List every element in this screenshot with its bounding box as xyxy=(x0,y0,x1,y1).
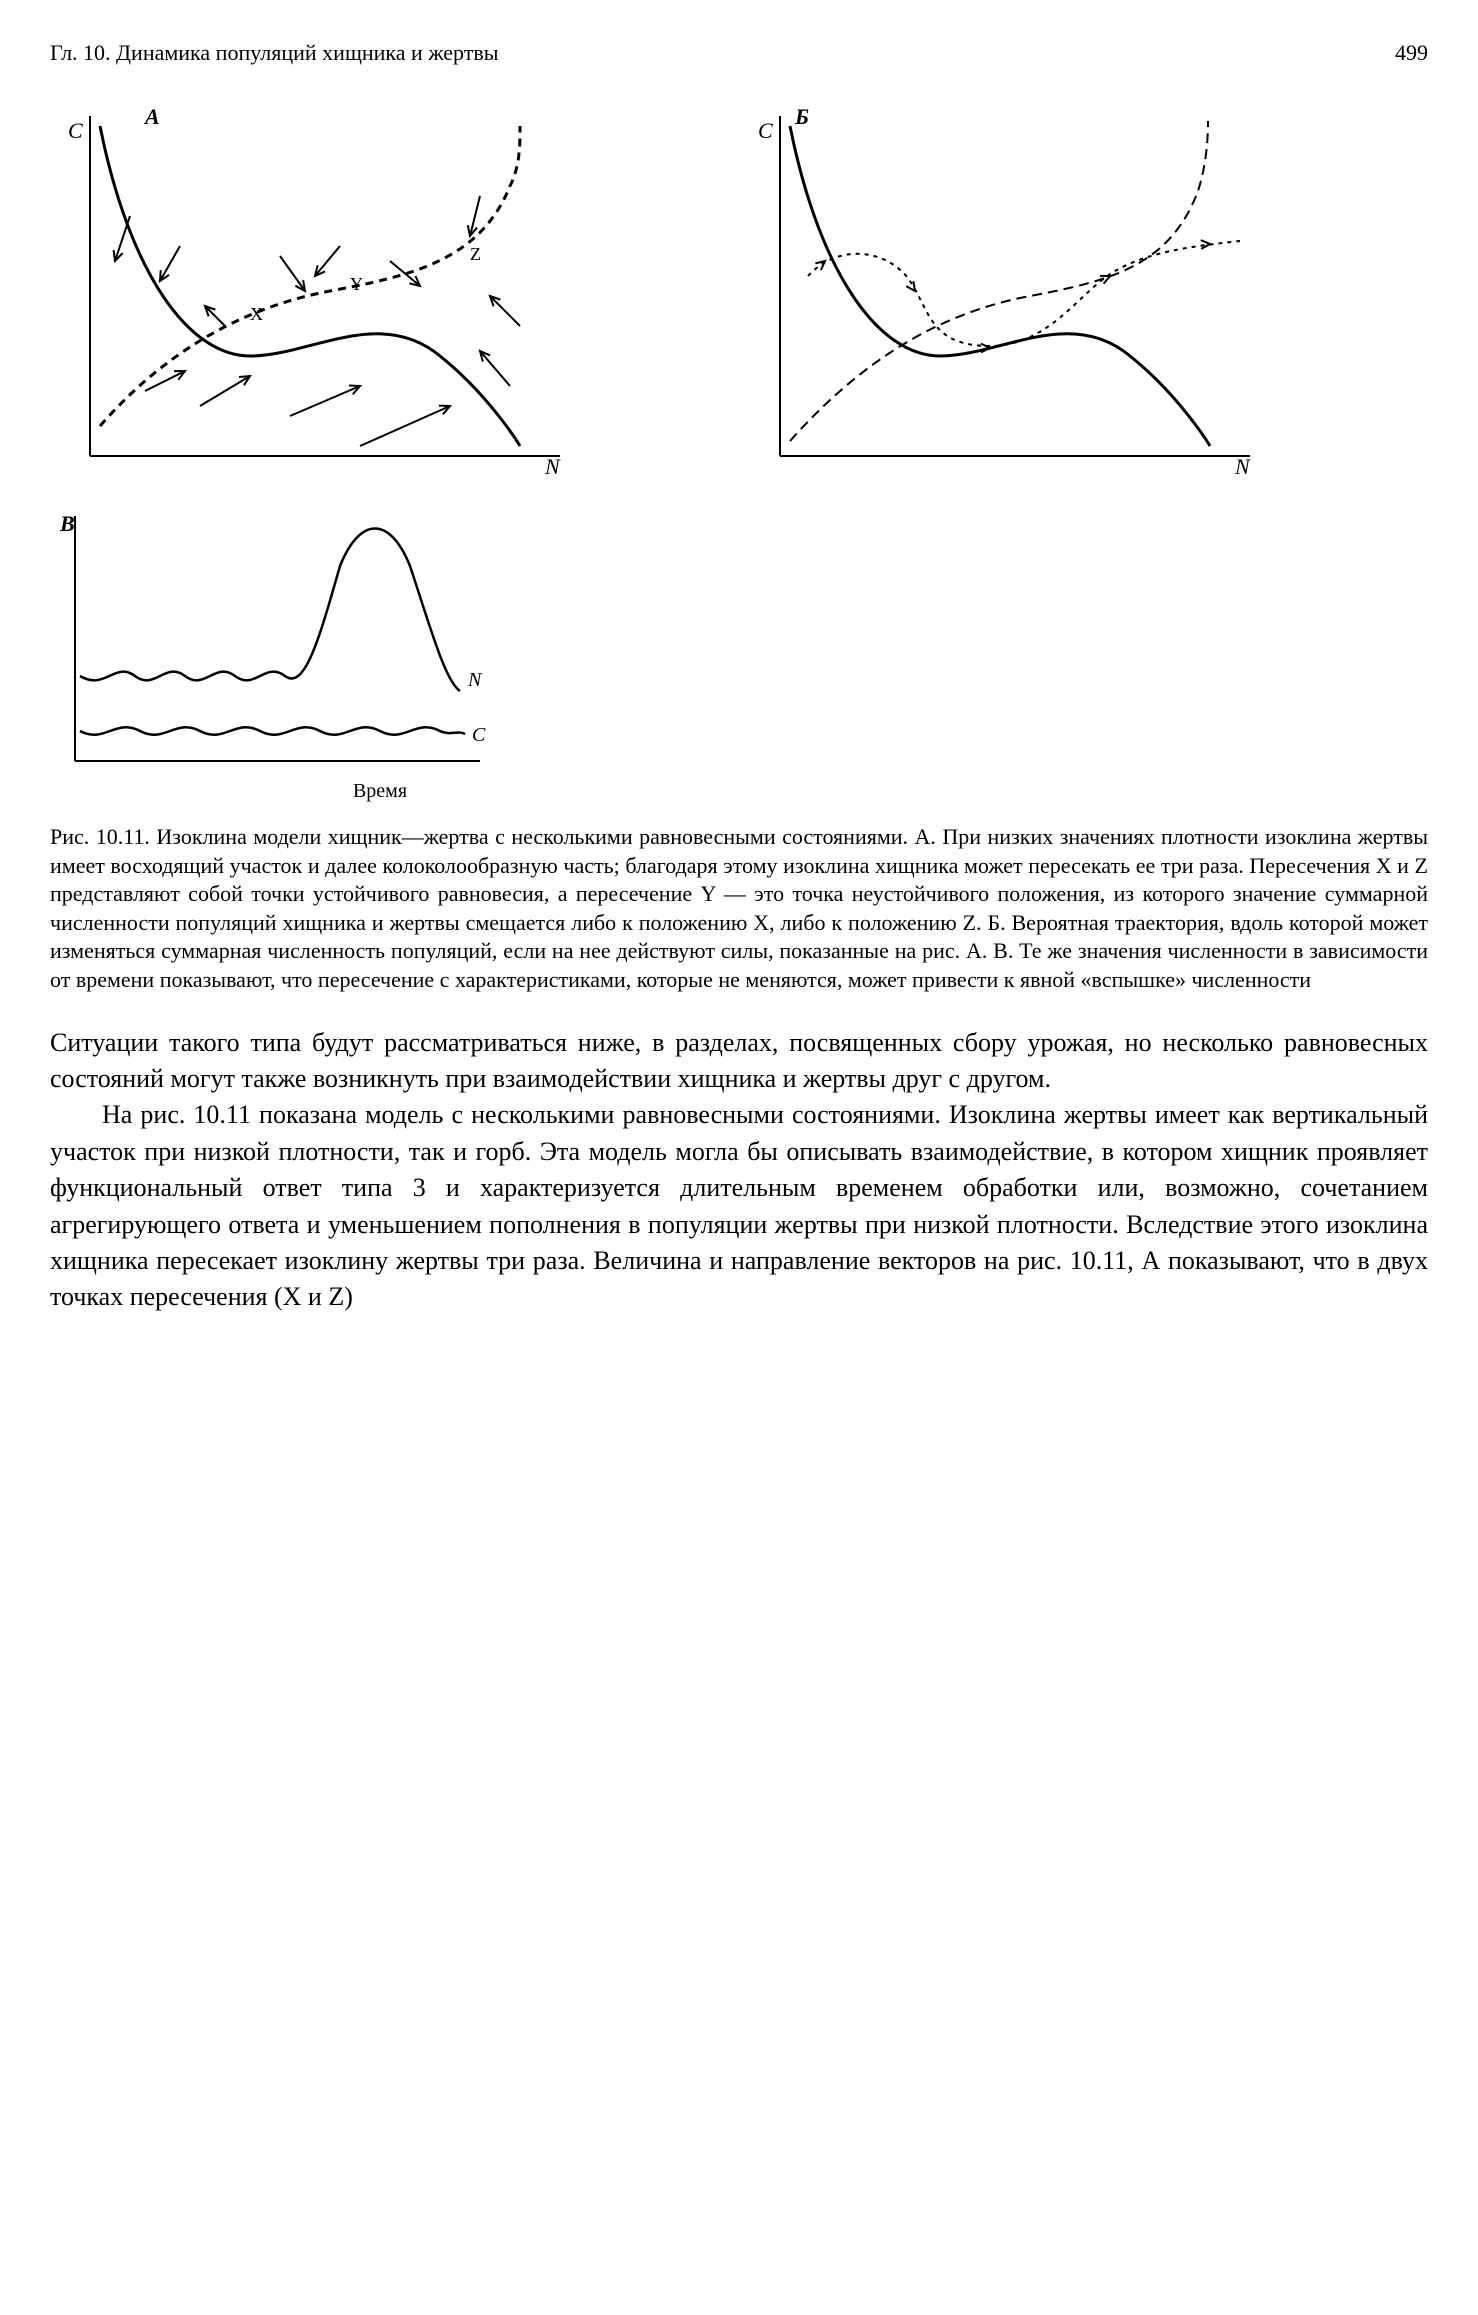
figure-panel-a: А C N X Y Z xyxy=(50,96,710,476)
phase-plane-b-svg: БC N xyxy=(740,96,1260,476)
figure-caption: Рис. 10.11. Изоклина модели хищник—жертв… xyxy=(50,823,1428,995)
svg-text:N: N xyxy=(544,454,561,476)
page-number: 499 xyxy=(1395,40,1428,66)
svg-text:N: N xyxy=(467,669,483,691)
figure-panel-b: БC N xyxy=(740,96,1400,476)
svg-text:Z: Z xyxy=(470,244,481,264)
svg-text:C: C xyxy=(68,118,83,143)
body-text: Ситуации такого типа будут рассматривать… xyxy=(50,1025,1428,1316)
svg-text:В: В xyxy=(59,511,75,536)
svg-text:X: X xyxy=(250,304,263,324)
phase-plane-a-svg: А C N X Y Z xyxy=(50,96,570,476)
svg-text:C: C xyxy=(758,118,773,143)
svg-text:C: C xyxy=(472,724,486,746)
paragraph-2: На рис. 10.11 показана модель с нескольк… xyxy=(50,1097,1428,1315)
chapter-heading: Гл. 10. Динамика популяций хищника и жер… xyxy=(50,40,499,66)
timeseries-v-svg: В N C xyxy=(50,506,500,776)
paragraph-1: Ситуации такого типа будут рассматривать… xyxy=(50,1025,1428,1098)
svg-text:N: N xyxy=(1234,454,1251,476)
panel-v-xlabel: Время xyxy=(50,780,710,803)
svg-text:А: А xyxy=(143,104,160,129)
figures-grid: АCNXYZ БCN ВNC Время xyxy=(50,96,1428,803)
svg-text:Y: Y xyxy=(350,274,363,294)
figure-panel-v: В N C Время xyxy=(50,506,710,803)
svg-text:Б: Б xyxy=(794,104,809,129)
